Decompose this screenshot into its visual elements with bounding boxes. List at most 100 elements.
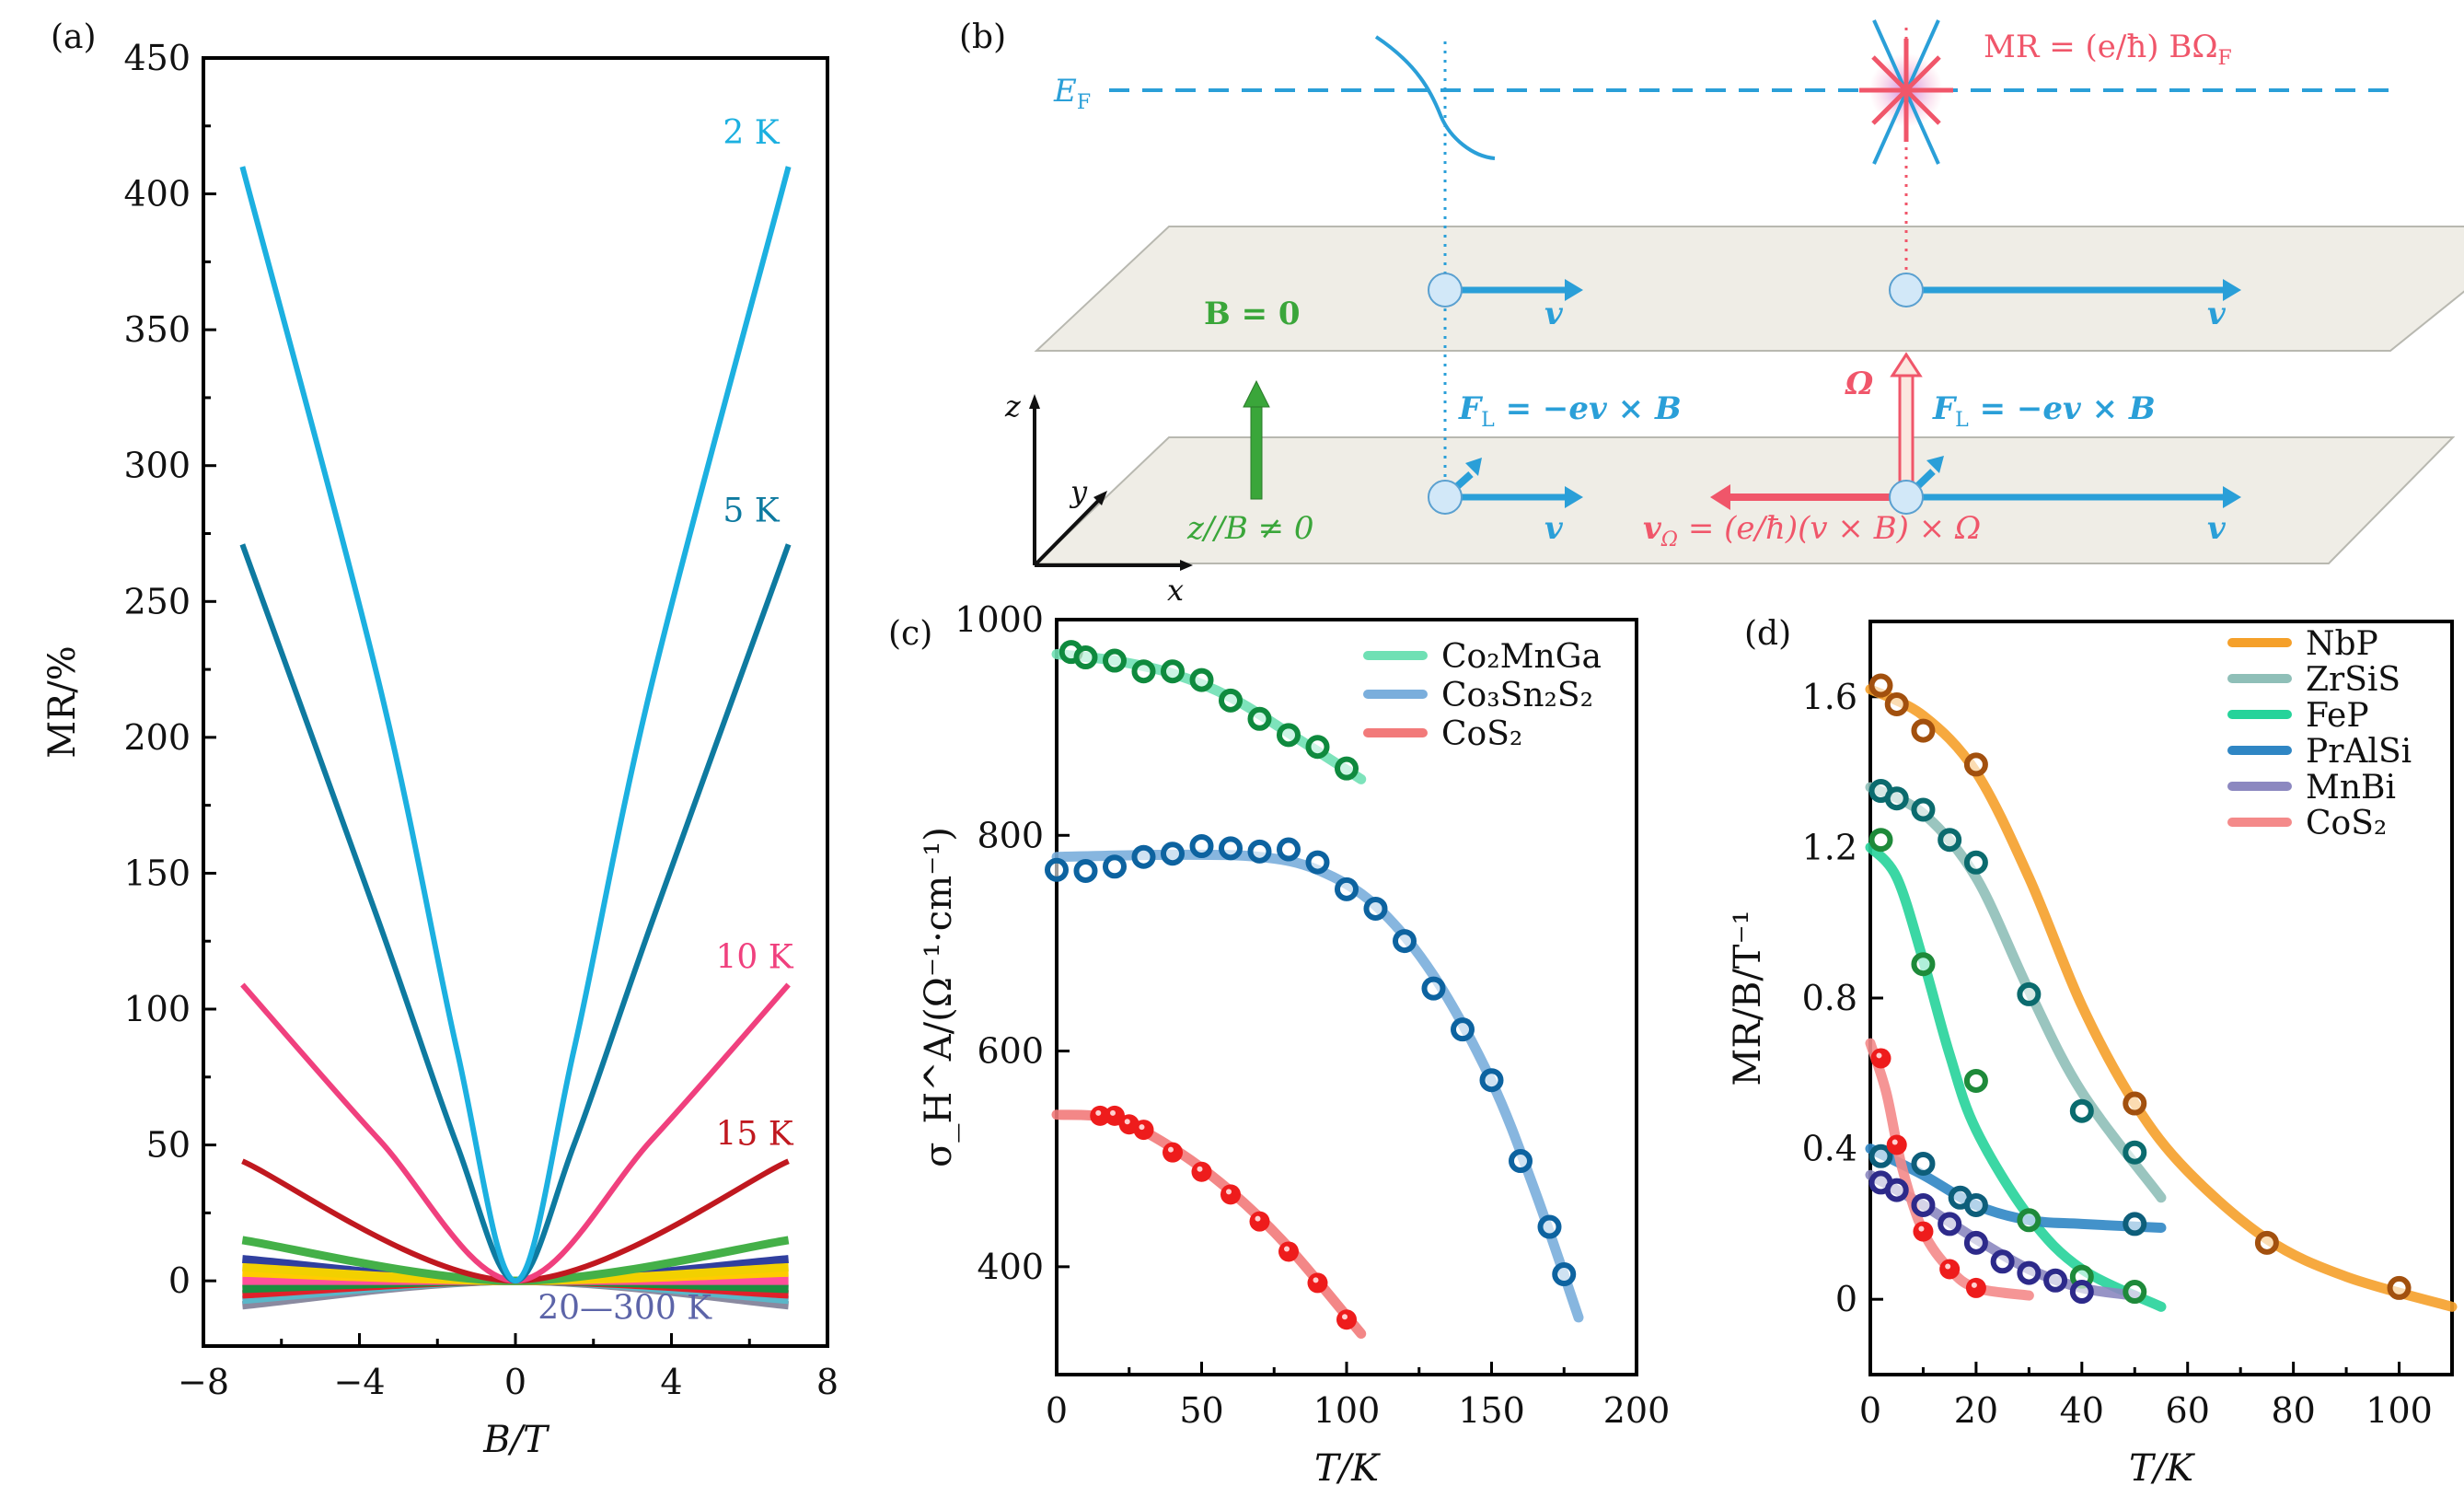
berry-curvature-arrow-head [1890, 352, 1923, 377]
x-tick-label: 40 [2060, 1390, 2104, 1431]
data-point [1537, 1214, 1562, 1239]
mr-formula: MR = (e/ħ) BΩF [1984, 29, 2232, 70]
data-point [1336, 1309, 1357, 1330]
data-point [1479, 1068, 1504, 1093]
y-tick-label: 0.8 [1802, 978, 1857, 1018]
electron [1428, 480, 1463, 515]
data-point [1552, 1262, 1577, 1287]
data-point [1868, 828, 1893, 853]
electron [1428, 273, 1463, 308]
x-axis-label: B/T [482, 1419, 550, 1461]
data-point [1870, 1048, 1891, 1069]
data-point [1219, 688, 1243, 713]
panel-b-tag: (b) [959, 18, 1006, 56]
fit-line [1865, 842, 2167, 1312]
data-point [1090, 1105, 1111, 1126]
data-point-highlight [1313, 1277, 1319, 1283]
y-tick-label: 200 [123, 717, 191, 758]
data-point [2123, 1140, 2147, 1165]
x-tick-label: 60 [2166, 1390, 2210, 1431]
data-point [1963, 1068, 1988, 1093]
electron [1889, 480, 1924, 515]
legend-label: CoS₂ [1441, 715, 1522, 753]
arrow-head [1565, 486, 1583, 508]
arrow-head [1565, 279, 1583, 301]
data-point [1103, 854, 1127, 879]
y-tick-label: 350 [123, 309, 191, 350]
legend-label: ZrSiS [2306, 661, 2400, 699]
data-point-highlight [1168, 1146, 1174, 1153]
data-point [1911, 952, 1936, 977]
series-annotation: 15 K [715, 1115, 793, 1153]
b-zero-label: B = 0 [1204, 296, 1301, 332]
data-point [1131, 659, 1156, 684]
data-point [1939, 1259, 1961, 1280]
plot-frame [1055, 618, 1638, 1376]
band-curve [1374, 35, 1496, 160]
chart-c: 0 50 100 150 200 400 600 800 1000 T/K σ_H^A/(Ω⁻¹·c… [918, 599, 1670, 1486]
axis-arrow-head [1029, 394, 1040, 409]
y-tick-label: 600 [977, 1031, 1044, 1072]
data-point-highlight [1197, 1166, 1203, 1172]
data-point-highlight [1110, 1109, 1116, 1116]
b-field-arrow-shaft [1250, 404, 1263, 500]
series-line [239, 543, 792, 1284]
series-line [241, 1158, 790, 1284]
y-axis-label: σ_H^A/(Ω⁻¹·cm⁻¹) [918, 827, 960, 1167]
data-point [1277, 837, 1301, 862]
x-tick-label: 20 [1954, 1390, 1998, 1431]
data-point-highlight [1284, 1246, 1290, 1252]
arrow-head [2223, 486, 2241, 508]
b-field-arrow-head [1243, 379, 1270, 408]
data-point [1963, 1230, 1988, 1255]
data-point [1868, 1144, 1893, 1168]
data-point [1133, 1120, 1154, 1141]
y-tick-label: 0 [168, 1260, 191, 1301]
axis-x-label: x [1167, 573, 1184, 608]
y-tick-label: 0.4 [1802, 1129, 1857, 1169]
arrow-head [1926, 456, 1944, 473]
data-point [1278, 1241, 1299, 1262]
data-point [1911, 797, 1936, 822]
data-point [1220, 1184, 1241, 1205]
electron [1889, 273, 1924, 308]
fit-line [1865, 684, 2458, 1312]
x-tick-label: 200 [1603, 1390, 1671, 1431]
data-point [1277, 723, 1301, 748]
axis-z-label: z [1004, 389, 1022, 424]
data-point [1305, 735, 1330, 760]
data-point [2069, 1280, 2094, 1305]
axis-y-label: y [1069, 474, 1088, 509]
x-tick-label: 0 [1046, 1390, 1068, 1431]
data-point [1393, 929, 1417, 954]
legend-label: MnBi [2306, 769, 2396, 807]
data-point [1045, 857, 1069, 882]
x-tick-label: 80 [2271, 1390, 2315, 1431]
y-tick-label: 800 [977, 815, 1044, 855]
data-point [1219, 836, 1243, 861]
data-point [2017, 1260, 2042, 1285]
x-tick-label: 0 [504, 1362, 526, 1402]
arrow-head [1710, 484, 1730, 510]
data-point [1247, 706, 1272, 731]
data-point [2123, 1212, 2147, 1236]
panel-c-tag: (c) [888, 615, 932, 653]
fermi-level-label: EF [1053, 73, 1091, 114]
series-line [240, 982, 791, 1284]
data-point [1249, 1211, 1270, 1232]
data-point [1161, 659, 1185, 684]
axis-arrow-head [1093, 491, 1107, 505]
data-point [1191, 1161, 1212, 1182]
data-point [1884, 691, 1909, 716]
x-axis-label: T/K [1314, 1447, 1381, 1486]
upper-plane [1034, 226, 2464, 352]
legend-label: Co₂MnGa [1441, 638, 1602, 676]
x-tick-label: 50 [1179, 1390, 1223, 1431]
x-tick-label: 4 [660, 1362, 682, 1402]
x-tick-label: −4 [333, 1362, 385, 1402]
legend-label: PrAlSi [2306, 733, 2412, 771]
y-tick-label: 400 [123, 174, 191, 215]
data-point-highlight [1226, 1189, 1232, 1195]
panel-d-tag: (d) [1744, 615, 1791, 653]
